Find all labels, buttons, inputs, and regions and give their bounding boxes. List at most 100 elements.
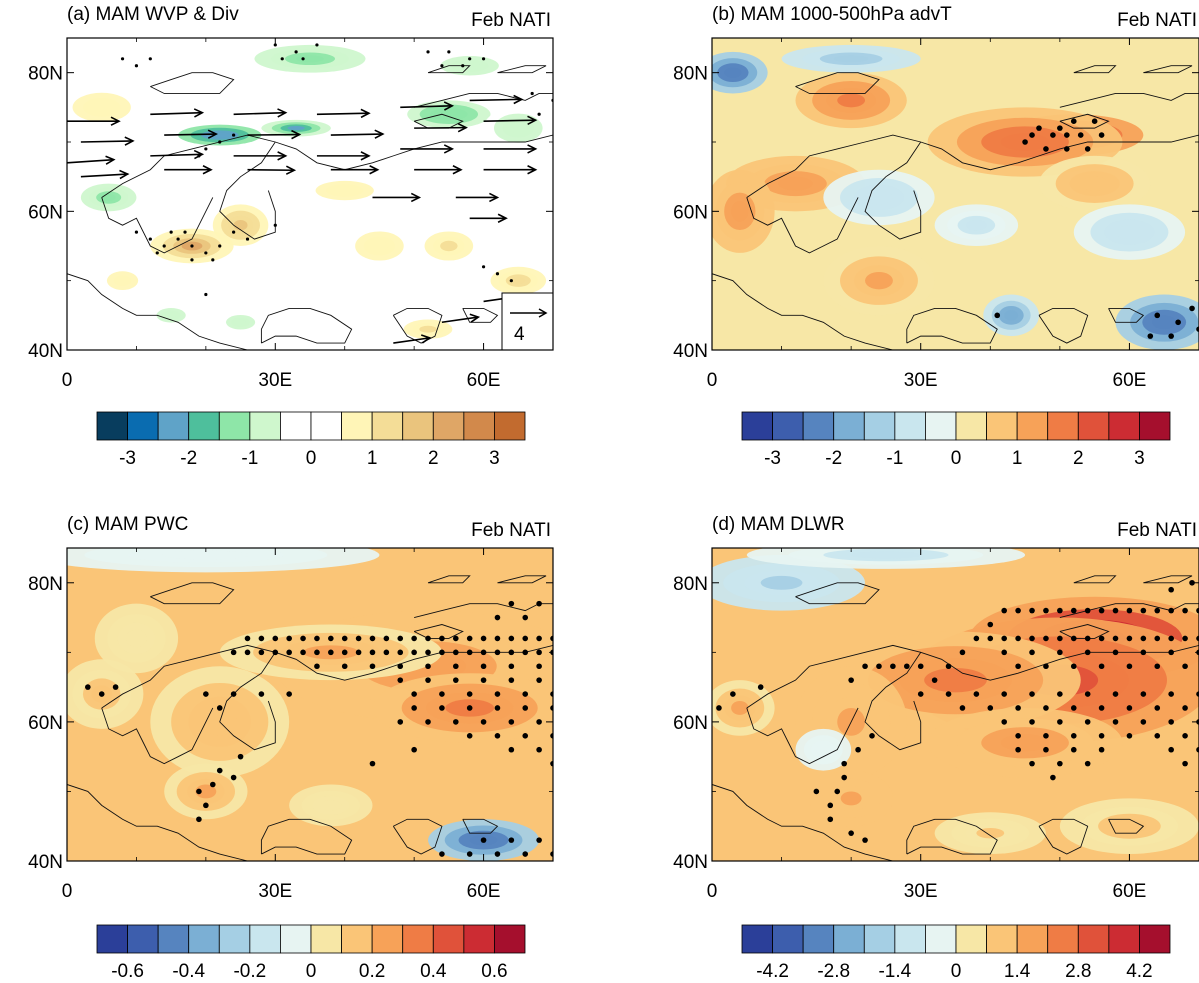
significance-dot — [280, 57, 284, 61]
panel-title: (d) MAM DLWR — [712, 514, 845, 535]
colorbar-swatch — [1077, 924, 1110, 954]
significance-dot — [355, 635, 362, 642]
colorbar-swatch — [463, 411, 495, 441]
colorbar-swatch — [772, 411, 804, 441]
colorbar-swatch — [371, 411, 404, 441]
significance-dot — [1147, 333, 1154, 339]
significance-dot — [1064, 146, 1070, 152]
significance-dot — [917, 663, 924, 670]
significance-dot — [244, 649, 251, 656]
colorbar-swatch — [218, 411, 251, 441]
colorbar-swatch — [127, 411, 159, 441]
colorbar-swatch — [371, 924, 404, 954]
significance-dot — [1015, 746, 1021, 753]
field-region — [1152, 315, 1177, 330]
significance-dot — [1182, 705, 1188, 711]
coastline — [67, 273, 248, 350]
significance-dot — [1070, 635, 1077, 642]
field-region — [1000, 734, 1050, 752]
colorbar-swatch — [1139, 924, 1171, 954]
y-tick-label: 60N — [28, 202, 63, 223]
significance-dot — [369, 663, 376, 670]
wind-vector-head — [119, 169, 130, 180]
field-region — [1080, 176, 1109, 191]
wind-vector — [441, 316, 479, 324]
significance-dot — [230, 649, 237, 656]
colorbar-swatch — [894, 411, 926, 441]
colorbar-swatch — [925, 924, 957, 954]
significance-dot — [1196, 746, 1199, 753]
wind-vector — [316, 112, 369, 116]
colorbar-swatch — [402, 924, 434, 954]
significance-dot — [1168, 691, 1174, 697]
significance-dot — [862, 663, 868, 670]
significance-dot — [855, 746, 861, 753]
coastline — [795, 582, 880, 605]
coastline — [413, 113, 464, 129]
colorbar-label: 0 — [306, 961, 317, 978]
colorbar-swatch — [1077, 411, 1110, 441]
significance-dot — [218, 244, 222, 248]
significance-dot — [1022, 139, 1028, 145]
significance-dot — [196, 788, 202, 795]
coastline — [1073, 65, 1117, 74]
significance-dot — [440, 64, 444, 68]
colorbar-swatch — [772, 924, 804, 954]
coastline — [795, 72, 880, 94]
significance-dot — [1112, 635, 1119, 642]
x-tick-label: 30E — [904, 881, 938, 902]
panel-b: (b) MAM 1000-500hPa advT Feb NATI 0 30E 60E 8… — [673, 4, 1199, 469]
significance-dot — [1196, 326, 1199, 332]
wind-vector — [80, 140, 133, 143]
significance-dot — [1168, 333, 1174, 339]
significance-dot — [1070, 118, 1077, 124]
significance-dot — [1084, 760, 1091, 767]
colorbar-swatch — [1016, 924, 1049, 954]
x-tick-label: 60E — [467, 881, 501, 902]
significance-dot — [1043, 733, 1049, 739]
significance-dot — [1070, 733, 1077, 739]
significance-dot — [1140, 649, 1147, 656]
y-tick-label: 40N — [28, 852, 63, 873]
significance-dot — [1091, 118, 1098, 124]
colorbar-swatch — [494, 411, 526, 441]
wind-vector — [247, 133, 300, 136]
colorbar-label: -4.2 — [756, 961, 789, 978]
colorbar-swatch — [280, 411, 312, 441]
significance-dot — [1057, 125, 1063, 131]
significance-dot — [1154, 607, 1161, 614]
significance-dot — [258, 649, 265, 656]
significance-dot — [917, 691, 924, 697]
colorbar-swatch — [463, 924, 495, 954]
significance-dot — [536, 746, 542, 753]
significance-dot — [1043, 635, 1049, 642]
coastline — [864, 141, 922, 240]
significance-dot — [411, 649, 417, 656]
colorbar-swatch — [249, 411, 281, 441]
significance-dot — [466, 691, 473, 697]
colorbar-swatch — [127, 924, 159, 954]
significance-dot — [1070, 607, 1077, 614]
plot-frame — [711, 37, 1199, 351]
significance-dot — [1098, 705, 1105, 711]
wind-vector-head — [513, 94, 524, 105]
significance-dot — [369, 760, 376, 767]
panel-subtitle: Feb NATI — [471, 10, 551, 31]
coastline — [260, 307, 353, 344]
significance-dot — [522, 614, 529, 621]
significance-dot — [1182, 733, 1188, 739]
significance-dot — [120, 57, 125, 61]
colorbar: -0.6 -0.4 -0.2 0 0.2 0.4 0.6 — [96, 924, 526, 982]
significance-dot — [453, 635, 459, 642]
significance-dot — [959, 649, 966, 656]
wind-vector — [483, 119, 536, 122]
significance-dot — [397, 663, 404, 670]
significance-dot — [453, 677, 459, 683]
significance-dot — [216, 705, 223, 711]
significance-dot — [508, 649, 515, 656]
x-tick-label: 0 — [62, 370, 73, 391]
x-tick-label: 0 — [707, 881, 718, 902]
significance-dot — [148, 57, 152, 61]
colorbar-swatch — [955, 924, 987, 954]
